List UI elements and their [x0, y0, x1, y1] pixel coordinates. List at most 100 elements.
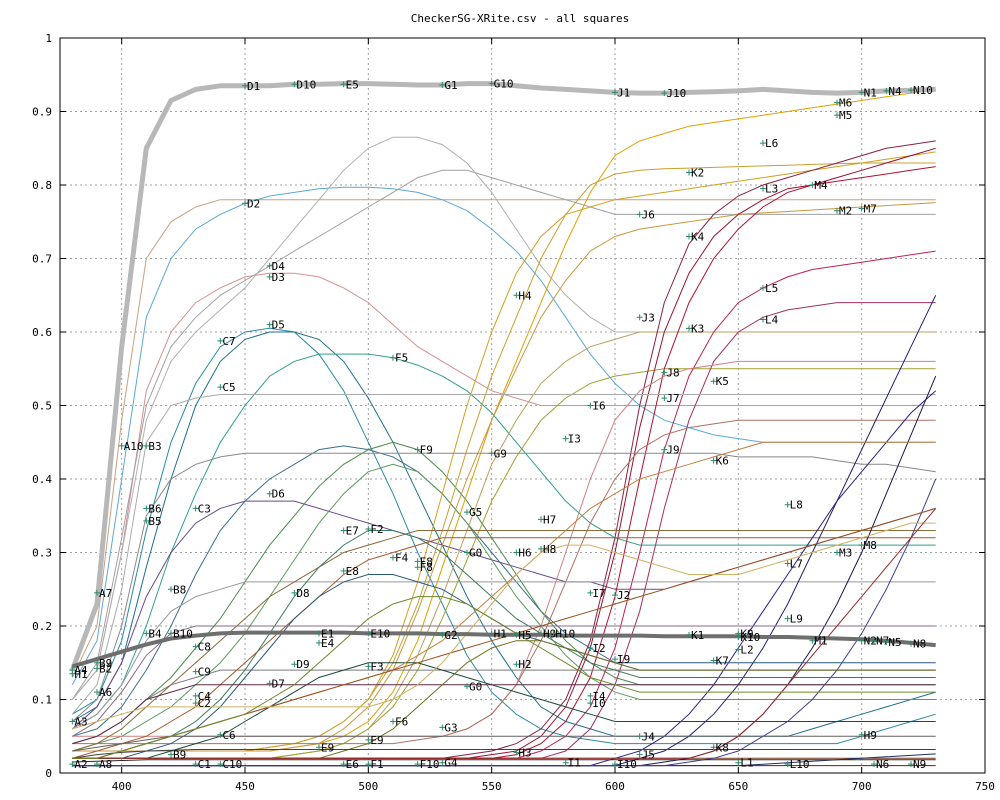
point-label: I0: [592, 697, 605, 710]
point-marker: [69, 761, 76, 768]
point-marker: [439, 759, 446, 766]
point-marker: [636, 314, 643, 321]
series-line-27: [72, 581, 936, 730]
point-label: H4: [518, 289, 532, 302]
point-marker: [686, 631, 692, 638]
point-marker: [414, 564, 421, 571]
point-label: I4: [592, 690, 606, 703]
y-tick-label: 0.1: [32, 694, 52, 707]
x-tick-label: 600: [605, 780, 625, 793]
series-line-1: [71, 199, 936, 678]
point-marker: [562, 435, 569, 442]
series-line-43: [72, 684, 936, 745]
point-label: F2: [370, 523, 383, 536]
point-label: N5: [888, 636, 901, 649]
point-marker: [143, 517, 150, 524]
point-marker: [217, 337, 224, 344]
point-marker: [291, 81, 298, 88]
point-marker: [538, 630, 544, 637]
point-label: J5: [642, 749, 655, 762]
point-marker: [908, 640, 914, 647]
point-label: N7: [876, 635, 889, 648]
point-label: L8: [790, 499, 803, 512]
point-label: L2: [740, 644, 753, 657]
point-label: N6: [876, 758, 889, 771]
point-marker: [538, 545, 544, 552]
point-marker: [760, 185, 766, 192]
point-label: M8: [864, 539, 877, 552]
point-label: K2: [691, 167, 704, 180]
point-label: A2: [74, 758, 87, 771]
point-marker: [192, 761, 199, 768]
point-label: A3: [74, 716, 87, 729]
y-tick-label: 0.7: [32, 253, 52, 266]
point-marker: [414, 761, 421, 768]
point-label: G1: [444, 79, 457, 92]
point-marker: [488, 80, 495, 87]
point-marker: [464, 509, 470, 516]
x-tick-label: 650: [728, 780, 748, 793]
x-tick-label: 450: [235, 780, 255, 793]
point-label: J9: [666, 444, 679, 457]
y-tick-label: 0.9: [32, 106, 52, 119]
point-label: K5: [716, 375, 729, 388]
point-label: G9: [494, 447, 507, 460]
point-label: B9: [99, 657, 112, 670]
point-marker: [94, 589, 100, 596]
point-label: E5: [346, 78, 359, 91]
point-label: B10: [173, 627, 193, 640]
point-label: J2: [617, 589, 630, 602]
point-label: F3: [370, 660, 383, 673]
x-tick-label: 700: [852, 780, 872, 793]
point-marker: [834, 99, 840, 106]
point-label: K3: [691, 322, 704, 335]
point-marker: [538, 516, 544, 523]
series-line-41: [72, 662, 936, 759]
point-marker: [784, 560, 791, 567]
point-label: D2: [247, 197, 260, 210]
point-marker: [760, 316, 766, 323]
point-label: H3: [518, 746, 531, 759]
point-label: E9: [321, 741, 334, 754]
point-marker: [587, 645, 594, 652]
y-tick-label: 0: [45, 767, 52, 780]
point-label: E1: [321, 627, 334, 640]
point-marker: [168, 751, 174, 758]
point-marker: [587, 700, 594, 707]
point-marker: [464, 683, 470, 690]
point-label: B3: [148, 440, 161, 453]
y-tick-label: 0.5: [32, 400, 52, 413]
point-label: M4: [814, 179, 828, 192]
y-tick-label: 1: [45, 32, 52, 45]
point-label: F8: [420, 555, 433, 568]
point-marker: [513, 631, 520, 638]
point-marker: [192, 668, 199, 675]
point-label: G10: [494, 78, 514, 91]
point-label: D6: [272, 488, 285, 501]
series-line-52: [72, 596, 936, 759]
series-line-4: [71, 169, 936, 700]
point-label: F5: [395, 352, 408, 365]
highlight-line-gray: [71, 630, 936, 669]
point-label: A10: [124, 440, 144, 453]
point-label: K1: [691, 629, 704, 642]
point-marker: [513, 749, 520, 756]
point-label: A7: [99, 587, 112, 600]
point-marker: [94, 665, 100, 672]
point-label: N8: [913, 638, 926, 651]
point-marker: [661, 90, 668, 97]
point-label: E8: [346, 565, 359, 578]
point-label: D7: [272, 677, 285, 690]
point-marker: [612, 761, 618, 768]
point-label: M5: [839, 109, 852, 122]
point-marker: [340, 567, 347, 574]
point-label: L7: [790, 558, 803, 571]
point-marker: [834, 112, 840, 119]
point-label: L3: [765, 183, 778, 196]
series-line-51: [72, 508, 937, 759]
y-tick-label: 0.8: [32, 179, 52, 192]
point-label: F10: [420, 758, 440, 771]
series-line-30: [72, 530, 936, 752]
point-marker: [784, 761, 791, 768]
